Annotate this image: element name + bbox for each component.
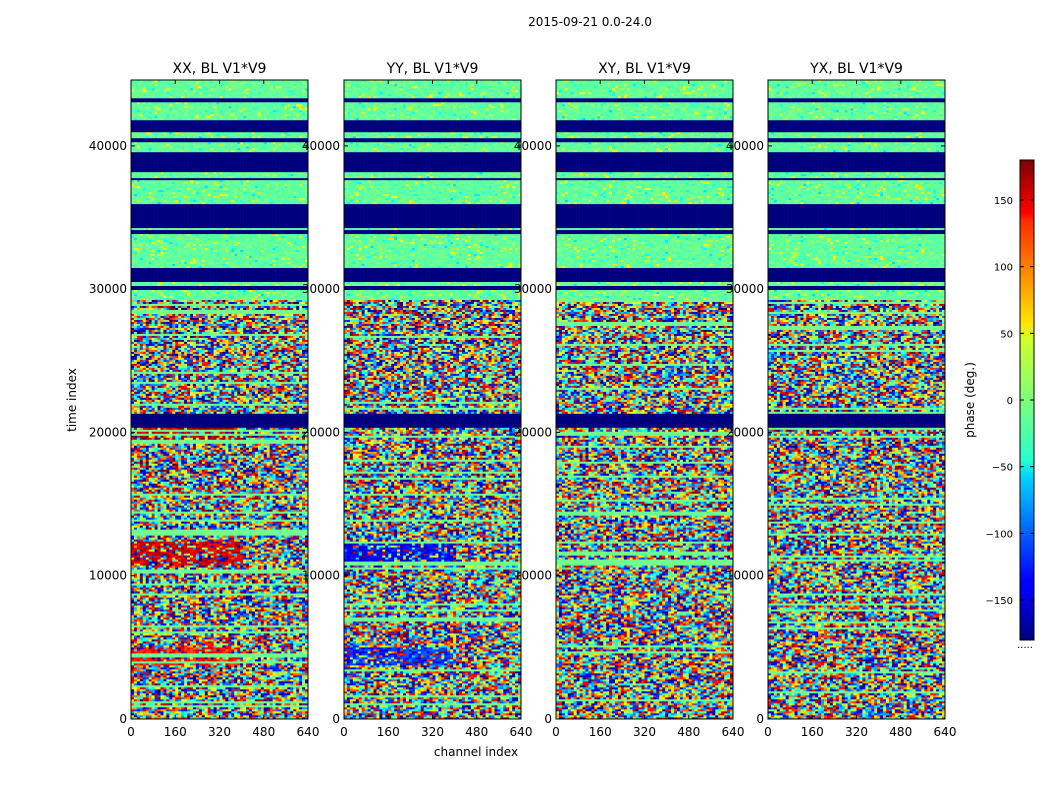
- panel-title: YY, BL V1*V9: [386, 61, 479, 77]
- x-tick-label: 480: [889, 725, 912, 739]
- heatmap-yx: [768, 80, 945, 719]
- x-tick-label: 160: [801, 725, 824, 739]
- x-tick-label: 0: [552, 725, 560, 739]
- x-tick-label: 640: [934, 725, 957, 739]
- y-axis-label: time index: [65, 368, 79, 432]
- x-tick-label: 160: [164, 725, 187, 739]
- colorbar-offset-text: .....: [1017, 640, 1033, 651]
- x-tick-label: 160: [589, 725, 612, 739]
- colorbar-tick-label: 50: [1000, 329, 1013, 340]
- panel-title: XY, BL V1*V9: [598, 61, 691, 77]
- y-tick-label: 0: [756, 712, 764, 726]
- x-tick-label: 480: [252, 725, 275, 739]
- y-tick-label: 10000: [89, 569, 127, 583]
- y-tick-label: 0: [332, 712, 340, 726]
- panel-yy: YY, BL V1*V9 0 160 320 480 640 0 10000 20000 3000…: [302, 61, 533, 739]
- colorbar-tick-label: 150: [994, 196, 1013, 207]
- y-tick-label: 10000: [726, 569, 764, 583]
- x-tick-label: 640: [722, 725, 745, 739]
- heatmap-yy: [344, 80, 521, 719]
- figure: 2015-09-21 0.0-24.0 XX, BL V1*V9 0 160 320 4…: [0, 0, 1050, 800]
- y-tick-label: 20000: [89, 425, 127, 439]
- x-tick-label: 0: [340, 725, 348, 739]
- x-tick-label: 640: [510, 725, 533, 739]
- panel-xy: XY, BL V1*V9 0 160 320 480 640 0 10000 20000 3000…: [514, 61, 745, 739]
- y-tick-label: 40000: [302, 139, 340, 153]
- x-tick-label: 640: [297, 725, 320, 739]
- y-tick-label: 30000: [89, 282, 127, 296]
- colorbar: −150 −100 −50 0 50 100 150 phase (deg.) .....: [963, 160, 1034, 651]
- colorbar-tick-label: −100: [986, 529, 1013, 540]
- heatmap-xy: [556, 80, 733, 719]
- x-tick-label: 0: [127, 725, 135, 739]
- y-tick-label: 0: [119, 712, 127, 726]
- colorbar-tick-label: 100: [994, 263, 1013, 274]
- x-tick-label: 320: [845, 725, 868, 739]
- y-tick-label: 20000: [514, 425, 552, 439]
- y-tick-label: 30000: [302, 282, 340, 296]
- colorbar-label: phase (deg.): [963, 362, 977, 438]
- figure-suptitle: 2015-09-21 0.0-24.0: [528, 15, 652, 29]
- y-tick-label: 10000: [514, 569, 552, 583]
- colorbar-tick-label: −50: [992, 463, 1013, 474]
- y-tick-label: 30000: [514, 282, 552, 296]
- panel-title: XX, BL V1*V9: [173, 61, 267, 77]
- panel-yx: YX, BL V1*V9 0 160 320 480 640 0 10000 20000 3000…: [726, 61, 957, 739]
- y-tick-label: 0: [544, 712, 552, 726]
- y-tick-label: 20000: [726, 425, 764, 439]
- x-tick-label: 480: [677, 725, 700, 739]
- y-tick-label: 40000: [89, 139, 127, 153]
- x-tick-label: 480: [465, 725, 488, 739]
- y-tick-label: 20000: [302, 425, 340, 439]
- x-tick-label: 320: [421, 725, 444, 739]
- y-tick-label: 10000: [302, 569, 340, 583]
- colorbar-tick-label: −150: [986, 596, 1013, 607]
- x-tick-label: 320: [633, 725, 656, 739]
- panel-title: YX, BL V1*V9: [809, 61, 903, 77]
- panel-xx: XX, BL V1*V9 0 160 320 480 640 0 10000 20000 3000…: [89, 61, 320, 739]
- x-tick-label: 160: [377, 725, 400, 739]
- heatmap-xx: [131, 80, 308, 719]
- colorbar-tick-label: 0: [1007, 396, 1013, 407]
- y-tick-label: 40000: [726, 139, 764, 153]
- x-tick-label: 0: [764, 725, 772, 739]
- panels-group: XX, BL V1*V9 0 160 320 480 640 0 10000 20000 3000…: [89, 61, 957, 739]
- x-tick-label: 320: [208, 725, 231, 739]
- x-axis-label: channel index: [434, 745, 518, 759]
- y-tick-label: 40000: [514, 139, 552, 153]
- y-tick-label: 30000: [726, 282, 764, 296]
